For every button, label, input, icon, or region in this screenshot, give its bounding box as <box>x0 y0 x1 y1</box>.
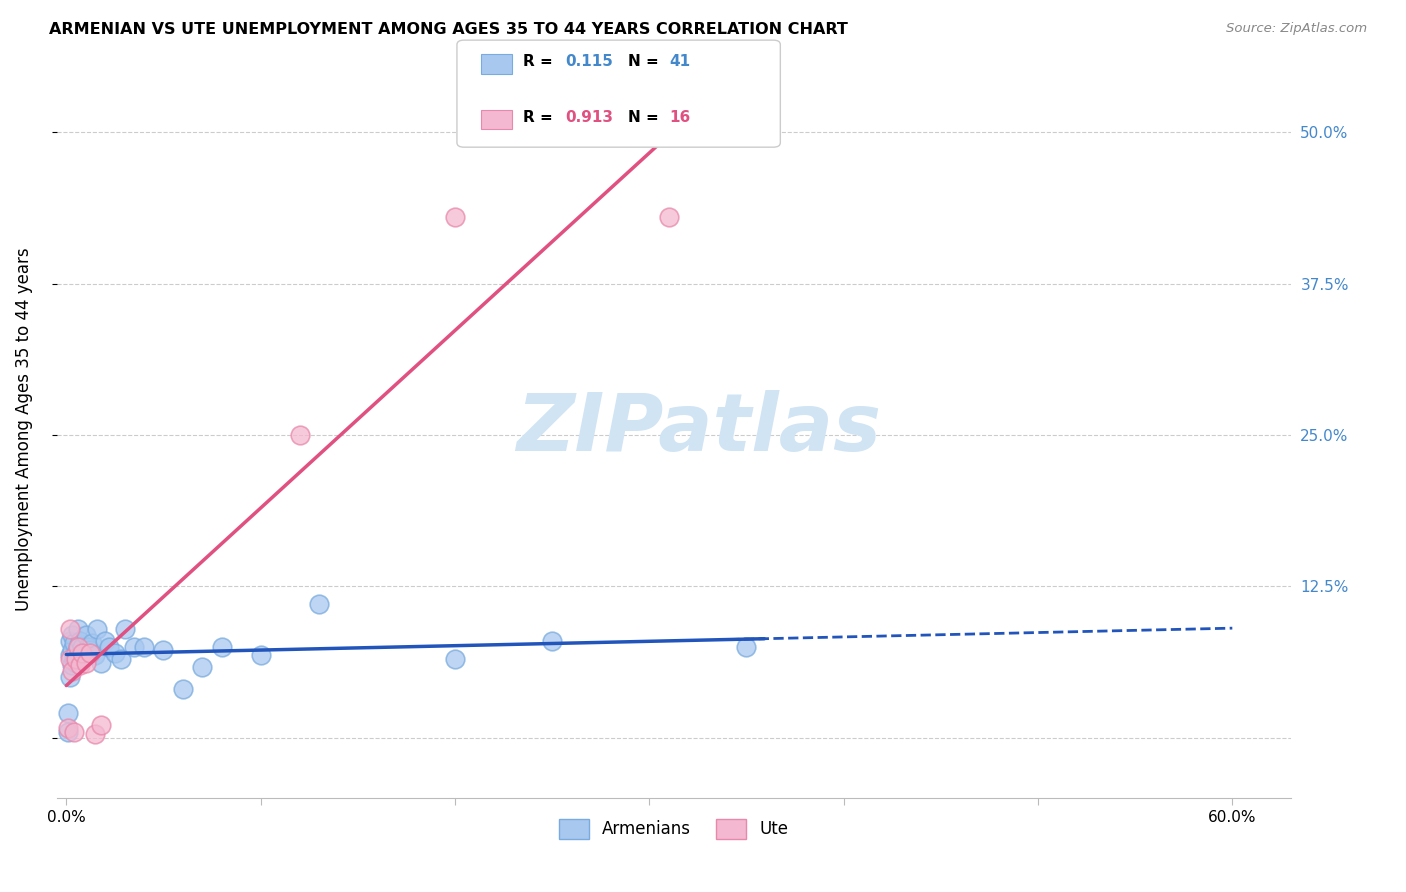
Point <box>86 622 108 636</box>
Point <box>60 628 83 642</box>
Point <box>65 652 87 666</box>
Text: 0.913: 0.913 <box>565 111 613 125</box>
Text: R =: R = <box>523 54 558 69</box>
Point <box>59 648 82 663</box>
Point <box>58 724 80 739</box>
Point <box>104 646 127 660</box>
Point <box>79 643 101 657</box>
Text: N =: N = <box>628 111 665 125</box>
Point <box>288 428 311 442</box>
Text: N =: N = <box>628 54 665 69</box>
Y-axis label: Unemployment Among Ages 35 to 44 years: Unemployment Among Ages 35 to 44 years <box>15 247 32 611</box>
Text: R =: R = <box>523 111 558 125</box>
Point <box>66 622 89 636</box>
Point <box>69 657 91 672</box>
Point <box>152 643 174 657</box>
Point <box>60 643 83 657</box>
Point <box>110 652 132 666</box>
Point <box>94 633 117 648</box>
Point <box>65 656 87 670</box>
Point <box>79 646 101 660</box>
Point <box>66 640 89 654</box>
Point <box>73 646 96 660</box>
Point <box>191 660 214 674</box>
Point <box>80 636 103 650</box>
Legend: Armenians, Ute: Armenians, Ute <box>553 813 796 846</box>
Point <box>84 648 107 663</box>
Point <box>90 656 112 670</box>
Point <box>90 718 112 732</box>
Point <box>63 652 86 666</box>
Text: ARMENIAN VS UTE UNEMPLOYMENT AMONG AGES 35 TO 44 YEARS CORRELATION CHART: ARMENIAN VS UTE UNEMPLOYMENT AMONG AGES … <box>49 22 848 37</box>
Point <box>59 652 82 666</box>
Point <box>98 640 121 654</box>
Point <box>75 628 97 642</box>
Point <box>444 210 467 224</box>
Point <box>58 706 80 721</box>
Point <box>444 652 467 666</box>
Point <box>58 721 80 735</box>
Point <box>70 640 93 654</box>
Point <box>59 622 82 636</box>
Text: ZIPatlas: ZIPatlas <box>516 390 880 468</box>
Point <box>69 648 91 663</box>
Point <box>249 648 271 663</box>
Point <box>84 727 107 741</box>
Point <box>66 640 89 654</box>
Point <box>65 646 87 660</box>
Point <box>59 670 82 684</box>
Text: 16: 16 <box>669 111 690 125</box>
Point <box>70 646 93 660</box>
Point <box>69 633 91 648</box>
Point <box>63 724 86 739</box>
Point <box>172 682 194 697</box>
Text: Source: ZipAtlas.com: Source: ZipAtlas.com <box>1226 22 1367 36</box>
Point <box>308 598 330 612</box>
Text: 41: 41 <box>669 54 690 69</box>
Point <box>60 657 83 672</box>
Point <box>132 640 155 654</box>
Point <box>59 633 82 648</box>
Point <box>75 656 97 670</box>
Point <box>60 664 83 678</box>
Point <box>735 640 758 654</box>
Point <box>541 633 564 648</box>
Point <box>211 640 233 654</box>
Point <box>76 640 98 654</box>
Point <box>63 636 86 650</box>
Text: 0.115: 0.115 <box>565 54 613 69</box>
Point <box>658 210 681 224</box>
Point <box>114 622 136 636</box>
Point <box>124 640 146 654</box>
